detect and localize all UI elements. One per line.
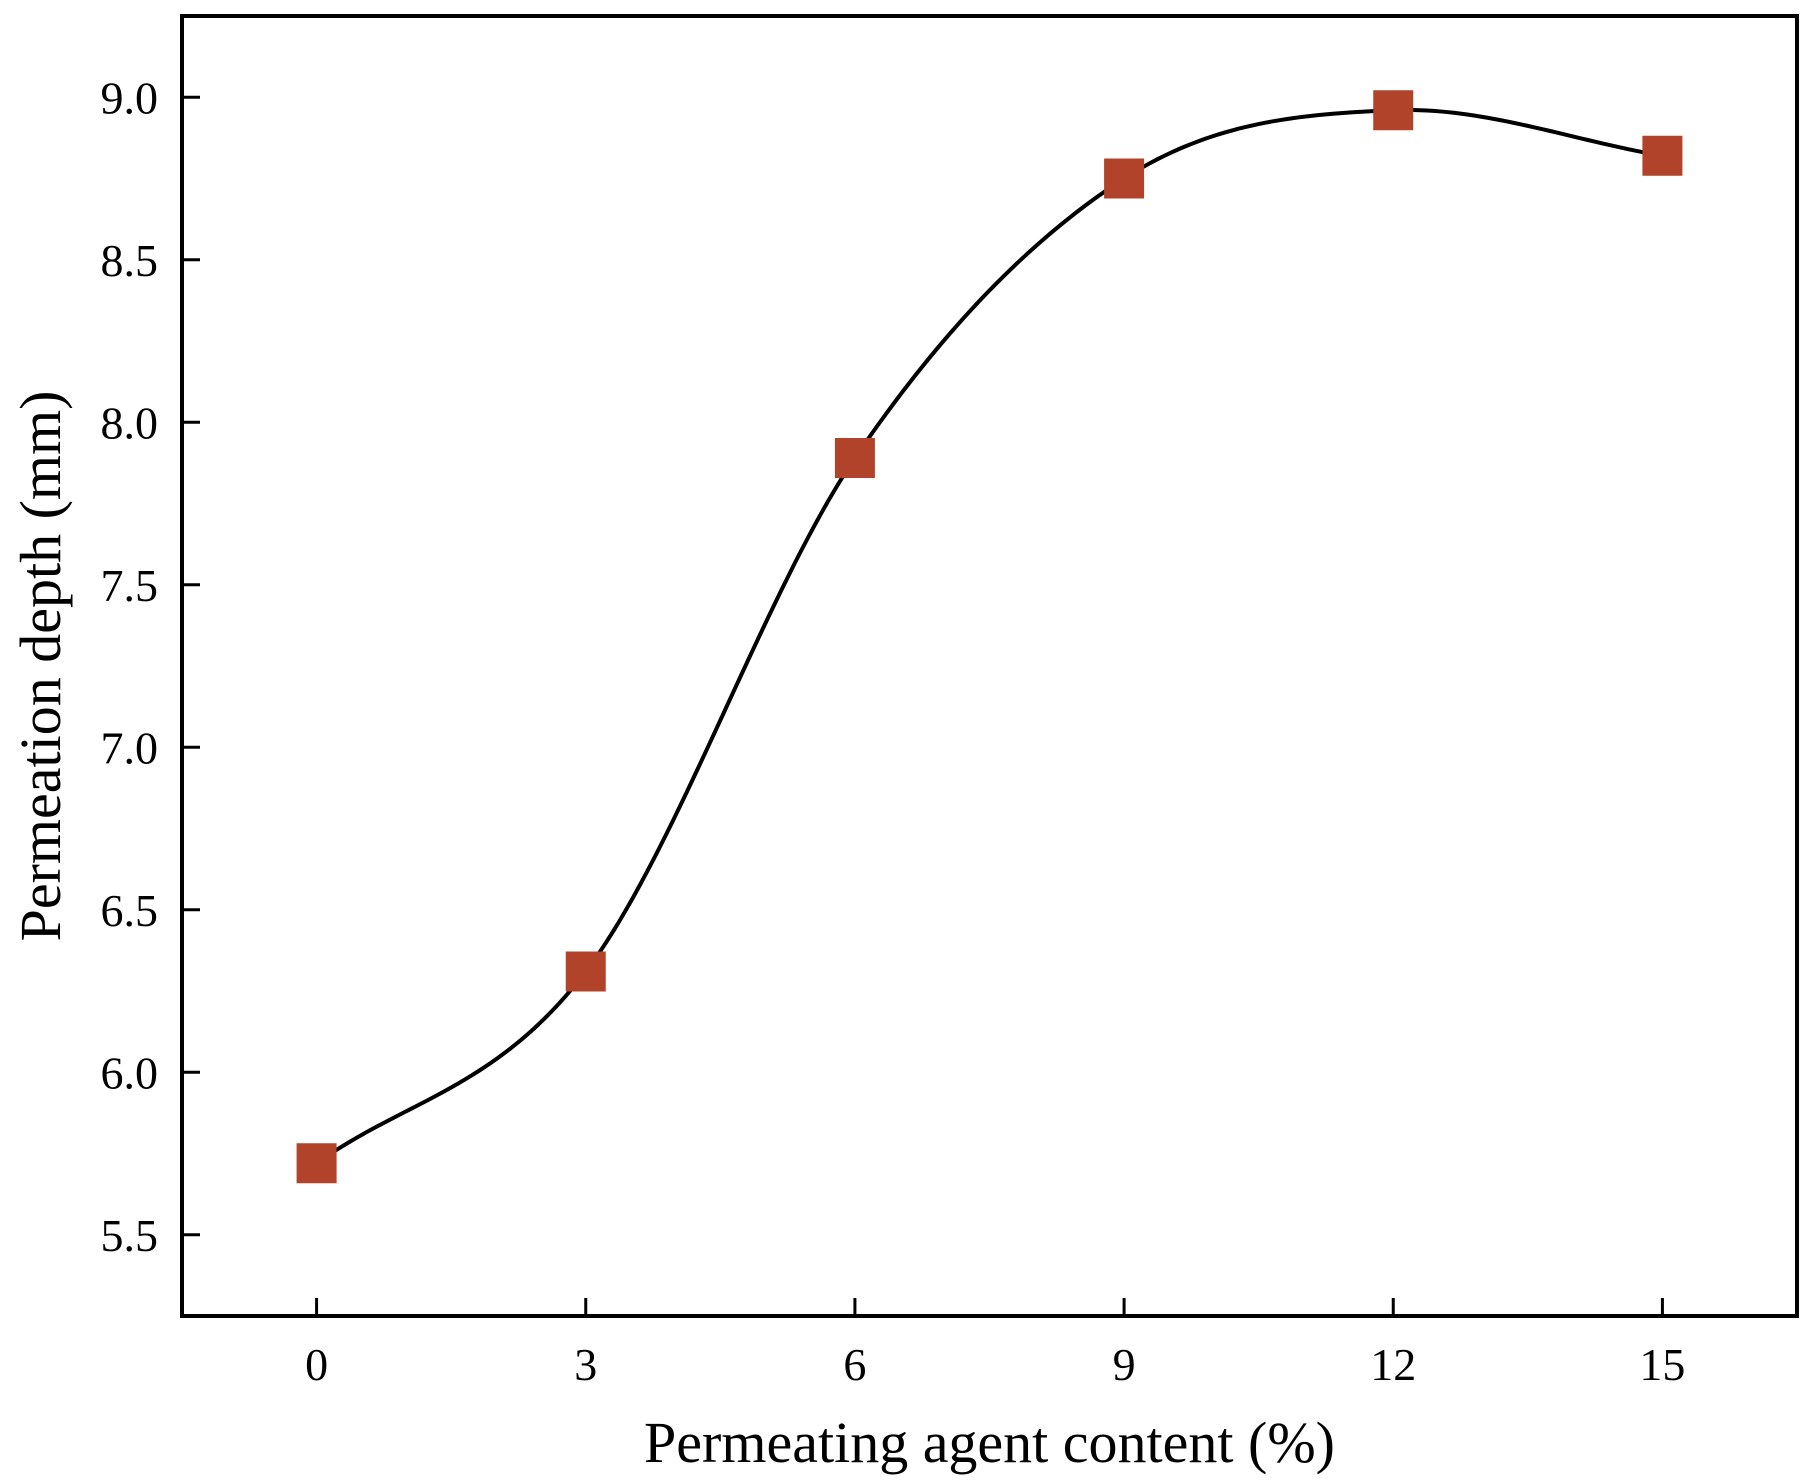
data-point [1373, 90, 1414, 131]
x-axis-title: Permeating agent content (%) [644, 1410, 1335, 1475]
y-axis-title: Permeation depth (mm) [8, 391, 73, 942]
y-tick-label: 8.0 [101, 397, 159, 448]
x-tick-label: 6 [843, 1339, 866, 1390]
data-point [1104, 158, 1145, 199]
x-tick-label: 12 [1370, 1339, 1416, 1390]
plot-frame [180, 14, 1799, 1318]
fit-curve [315, 107, 1663, 1165]
y-tick-label: 9.0 [101, 72, 159, 123]
y-tick-label: 7.0 [101, 722, 159, 773]
data-point [1642, 135, 1683, 176]
x-tick-label: 0 [305, 1339, 328, 1390]
y-tick-label: 6.5 [101, 885, 159, 936]
data-point [296, 1143, 337, 1184]
data-markers [296, 90, 1683, 1184]
x-tick-label: 15 [1639, 1339, 1685, 1390]
x-tick-label: 9 [1113, 1339, 1136, 1390]
axes: 0 3 6 9 12 15 5.5 6.0 6.5 7.0 7.5 8.0 8.5 9.0 [101, 14, 1799, 1390]
x-tick-label: 3 [574, 1339, 597, 1390]
fit-curve-layer [315, 107, 1663, 1165]
data-point [834, 438, 875, 478]
y-tick-label: 6.0 [101, 1047, 159, 1098]
data-point [565, 951, 606, 992]
y-tick-label: 8.5 [101, 235, 159, 286]
y-tick-label: 5.5 [101, 1210, 159, 1261]
y-tick-label: 7.5 [101, 560, 159, 611]
